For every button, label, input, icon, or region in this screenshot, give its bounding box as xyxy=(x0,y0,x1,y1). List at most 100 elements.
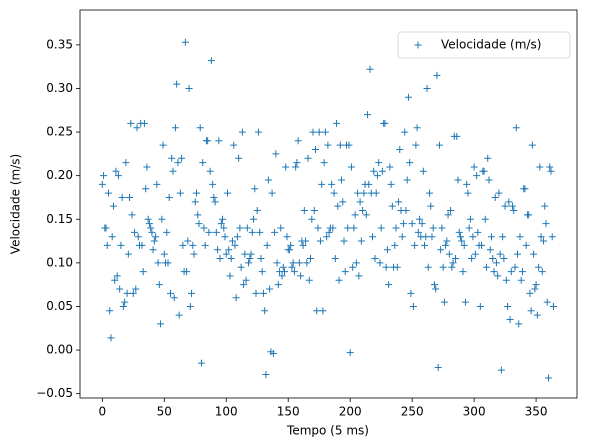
point xyxy=(184,237,192,245)
point xyxy=(356,198,364,206)
point xyxy=(259,289,267,297)
point xyxy=(183,268,191,276)
point xyxy=(336,141,344,149)
point xyxy=(173,80,181,88)
point xyxy=(127,119,135,127)
point xyxy=(323,233,331,241)
point xyxy=(128,211,136,219)
point xyxy=(226,272,234,280)
point xyxy=(143,163,151,171)
point xyxy=(288,263,296,271)
point xyxy=(230,141,238,149)
point xyxy=(463,180,471,188)
point xyxy=(423,84,431,92)
point xyxy=(123,289,131,297)
point xyxy=(124,250,132,258)
point xyxy=(236,224,244,232)
point xyxy=(515,320,523,328)
point xyxy=(245,259,253,267)
point xyxy=(428,233,436,241)
point xyxy=(375,159,383,167)
point xyxy=(191,198,199,206)
point xyxy=(261,307,269,315)
point xyxy=(509,202,517,210)
point xyxy=(181,38,189,46)
point xyxy=(209,180,217,188)
point xyxy=(220,224,228,232)
point xyxy=(459,268,467,276)
point xyxy=(266,285,274,293)
point xyxy=(139,268,147,276)
x-tick-label: 150 xyxy=(277,405,300,419)
point xyxy=(351,211,359,219)
point xyxy=(308,215,316,223)
point xyxy=(514,250,522,258)
point xyxy=(465,224,473,232)
point xyxy=(364,111,372,119)
point xyxy=(340,237,348,245)
plot-frame xyxy=(79,9,578,399)
point xyxy=(321,128,329,136)
point xyxy=(318,180,326,188)
point xyxy=(195,220,203,228)
point xyxy=(497,366,505,374)
point xyxy=(536,163,544,171)
point xyxy=(433,71,441,79)
point xyxy=(199,159,207,167)
point xyxy=(345,141,353,149)
point xyxy=(219,215,227,223)
point xyxy=(341,268,349,276)
point xyxy=(372,189,380,197)
point xyxy=(455,228,463,236)
point xyxy=(483,263,491,271)
point xyxy=(186,302,194,310)
point xyxy=(325,228,333,236)
point xyxy=(335,276,343,284)
point xyxy=(360,189,368,197)
point xyxy=(531,285,539,293)
point xyxy=(144,215,152,223)
point xyxy=(339,198,347,206)
x-tick-label: 100 xyxy=(215,405,238,419)
point xyxy=(414,228,422,236)
point xyxy=(142,185,150,193)
point xyxy=(476,302,484,310)
point xyxy=(240,281,248,289)
point xyxy=(541,202,549,210)
point xyxy=(200,224,208,232)
point xyxy=(532,281,540,289)
point xyxy=(171,124,179,132)
point xyxy=(383,246,391,254)
point xyxy=(443,237,451,245)
point xyxy=(502,276,510,284)
point xyxy=(382,263,390,271)
point xyxy=(176,189,184,197)
point xyxy=(100,172,108,180)
point xyxy=(460,241,468,249)
point xyxy=(421,241,429,249)
point xyxy=(391,241,399,249)
point xyxy=(381,119,389,127)
point xyxy=(371,254,379,262)
point xyxy=(313,307,321,315)
point xyxy=(222,250,230,258)
point xyxy=(442,241,450,249)
point xyxy=(243,224,251,232)
point xyxy=(263,241,271,249)
y-tick-label: 0.10 xyxy=(46,255,73,269)
y-tick-label: 0.35 xyxy=(46,37,73,51)
point xyxy=(406,159,414,167)
point xyxy=(518,268,526,276)
x-tick-label: 0 xyxy=(98,405,106,419)
point xyxy=(132,285,140,293)
point xyxy=(300,207,308,215)
point xyxy=(418,220,426,228)
point xyxy=(408,220,416,228)
point xyxy=(404,93,412,101)
point xyxy=(254,128,262,136)
point xyxy=(241,250,249,258)
point xyxy=(285,246,293,254)
point xyxy=(548,233,556,241)
